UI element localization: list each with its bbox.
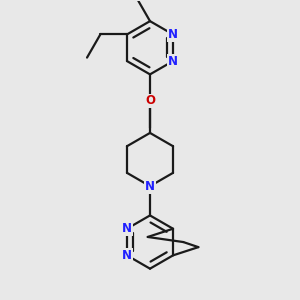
Text: N: N (145, 180, 155, 193)
Text: N: N (168, 55, 178, 68)
Text: O: O (145, 94, 155, 107)
Text: N: N (122, 222, 132, 235)
Text: N: N (122, 249, 132, 262)
Text: N: N (168, 28, 178, 41)
